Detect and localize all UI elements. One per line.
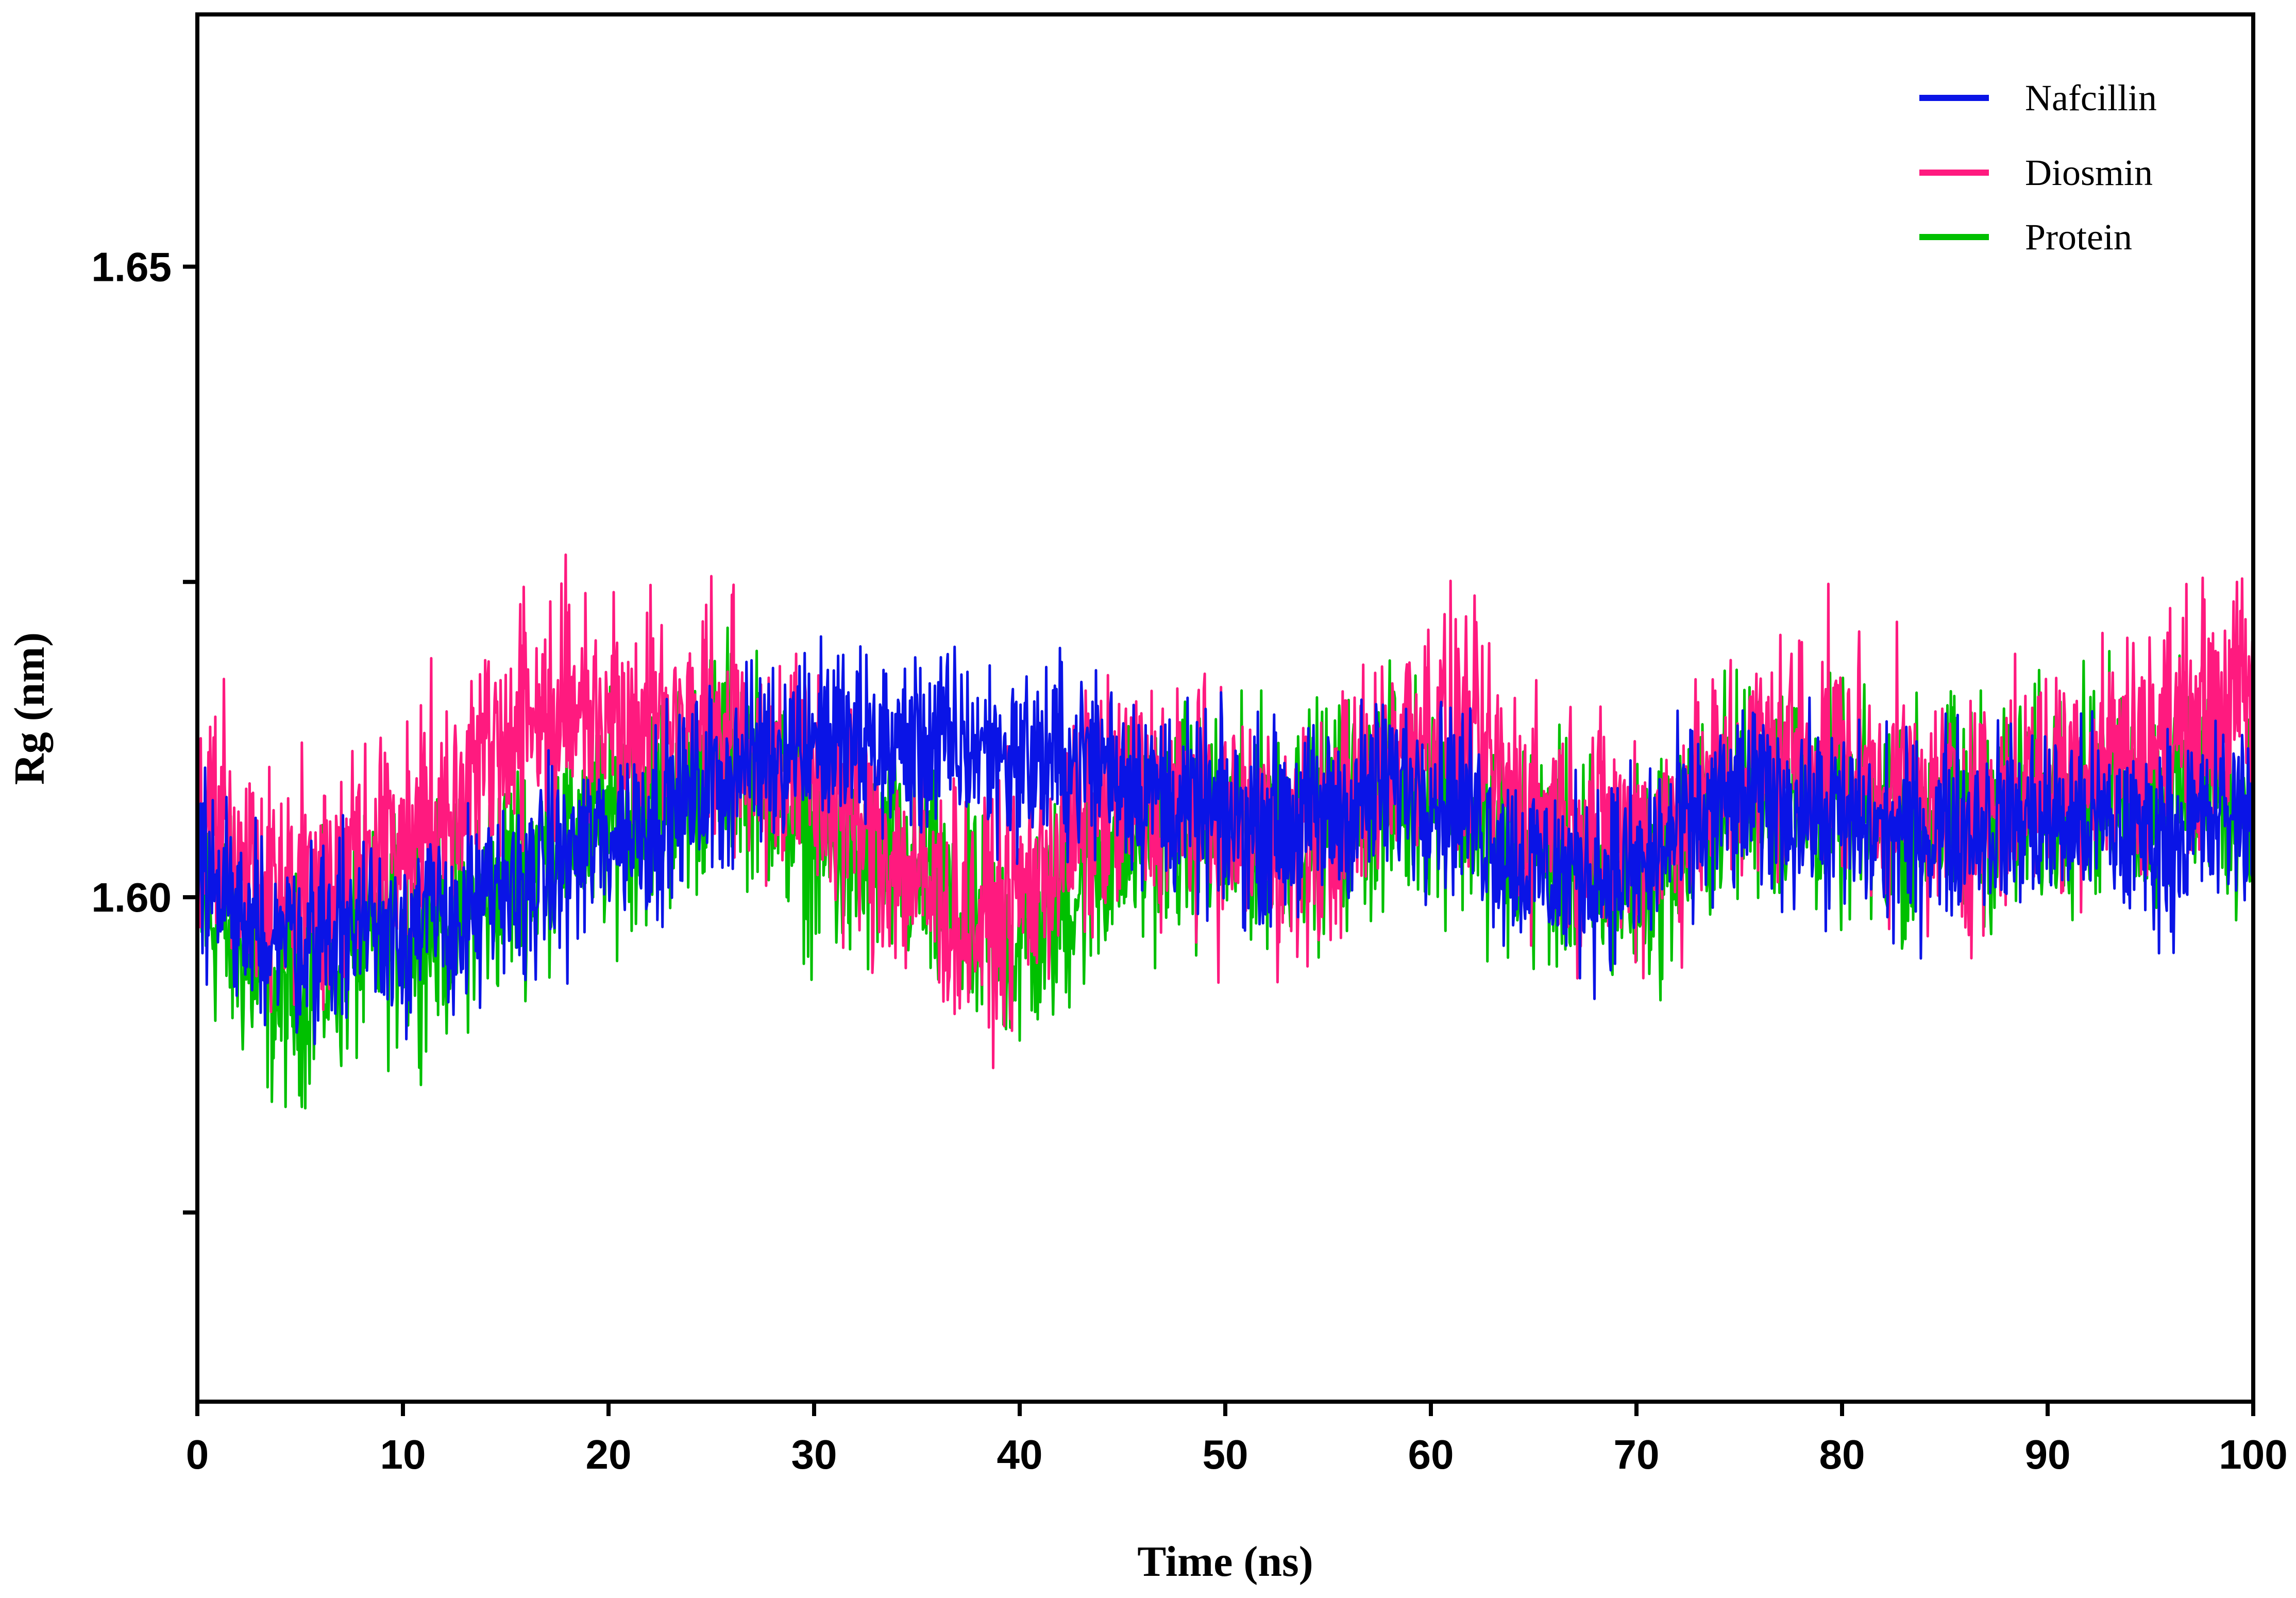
x-tick-label: 10 [380,1432,426,1477]
x-tick-label: 80 [1819,1432,1865,1477]
legend: Nafcillin Diosmin Protein [1919,77,2157,258]
x-tick-label: 70 [1614,1432,1660,1477]
x-tick-label: 60 [1408,1432,1454,1477]
x-axis-title: Time (ns) [1137,1538,1313,1586]
x-axis: 0 10 20 30 40 50 60 70 80 90 100 [186,1402,2288,1477]
x-tick-label: 20 [586,1432,632,1477]
x-tick-label: 30 [791,1432,837,1477]
legend-label-nafcillin: Nafcillin [2025,77,2157,119]
series-layer [196,553,2255,1110]
x-tick-label: 100 [2219,1432,2287,1477]
x-tick-label: 0 [186,1432,209,1477]
y-tick-label: 1.60 [91,874,172,920]
series-line-diosmin [196,553,2255,1069]
y-axis-title: Rg (nm) [6,632,54,785]
legend-label-diosmin: Diosmin [2025,152,2153,193]
y-tick-label: 1.65 [91,244,172,290]
x-tick-label: 40 [997,1432,1043,1477]
x-tick-label: 50 [1203,1432,1248,1477]
legend-label-protein: Protein [2025,216,2132,258]
series-line-nafcillin [196,635,2255,1046]
x-tick-label: 90 [2025,1432,2071,1477]
y-axis: 1.60 1.65 [91,244,197,1215]
